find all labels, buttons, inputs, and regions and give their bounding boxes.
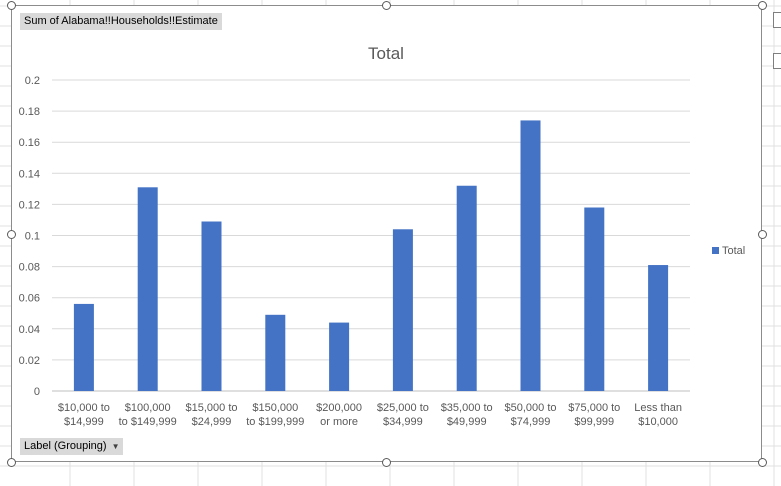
legend[interactable]: Total xyxy=(712,245,745,257)
y-tick-label: 0.16 xyxy=(19,137,40,149)
legend-swatch xyxy=(712,247,719,254)
y-tick-label: 0.12 xyxy=(19,199,40,211)
y-tick-label: 0.06 xyxy=(19,293,40,305)
x-tick-label: $200,000 or more xyxy=(316,402,362,428)
axis-field-button[interactable]: Label (Grouping) ▼ xyxy=(20,438,124,455)
axis-field-button-label: Label (Grouping) xyxy=(24,440,107,452)
bar xyxy=(392,229,413,391)
y-tick-label: 0.04 xyxy=(19,324,40,336)
x-tick-label: $35,000 to $49,999 xyxy=(441,402,493,428)
bar xyxy=(456,185,477,391)
y-tick-label: 0.14 xyxy=(19,168,40,180)
bar xyxy=(201,221,222,391)
x-tick-label: $150,000 to $199,999 xyxy=(246,402,304,428)
resize-handle[interactable] xyxy=(382,1,391,10)
chart-elements-button[interactable] xyxy=(773,12,781,28)
dropdown-arrow-icon: ▼ xyxy=(111,442,120,451)
y-tick-label: 0.18 xyxy=(19,106,40,118)
x-tick-label: $10,000 to $14,999 xyxy=(58,402,110,428)
chart-area[interactable] xyxy=(11,5,762,462)
chart-title: Total xyxy=(368,44,404,63)
bar xyxy=(265,314,286,391)
y-tick-label: 0.1 xyxy=(25,231,40,243)
resize-handle[interactable] xyxy=(758,1,767,10)
resize-handle[interactable] xyxy=(7,230,16,239)
legend-label: Total xyxy=(722,245,746,257)
bar xyxy=(137,187,158,391)
bar xyxy=(520,120,541,392)
resize-handle[interactable] xyxy=(7,458,16,467)
bar xyxy=(584,207,605,391)
x-tick-label: $25,000 to $34,999 xyxy=(377,402,429,428)
x-tick-label: $75,000 to $99,999 xyxy=(568,402,620,428)
bar xyxy=(648,265,669,391)
resize-handle[interactable] xyxy=(7,1,16,10)
x-tick-label: $100,000 to $149,999 xyxy=(119,402,177,428)
resize-handle[interactable] xyxy=(382,458,391,467)
value-field-button[interactable]: Sum of Alabama!!Households!!Estimate xyxy=(20,13,222,30)
x-tick-label: Less than $10,000 xyxy=(634,402,682,428)
resize-handle[interactable] xyxy=(758,458,767,467)
x-tick-label: $15,000 to $24,999 xyxy=(186,402,238,428)
resize-handle[interactable] xyxy=(758,230,767,239)
chart-styles-button[interactable] xyxy=(773,53,781,69)
x-tick-label: $50,000 to $74,999 xyxy=(505,402,557,428)
y-tick-label: 0 xyxy=(34,386,40,398)
y-tick-label: 0.08 xyxy=(19,262,40,274)
y-tick-label: 0.02 xyxy=(19,355,40,367)
y-tick-label: 0.2 xyxy=(25,75,40,87)
bar xyxy=(329,322,350,391)
bar xyxy=(73,303,94,391)
